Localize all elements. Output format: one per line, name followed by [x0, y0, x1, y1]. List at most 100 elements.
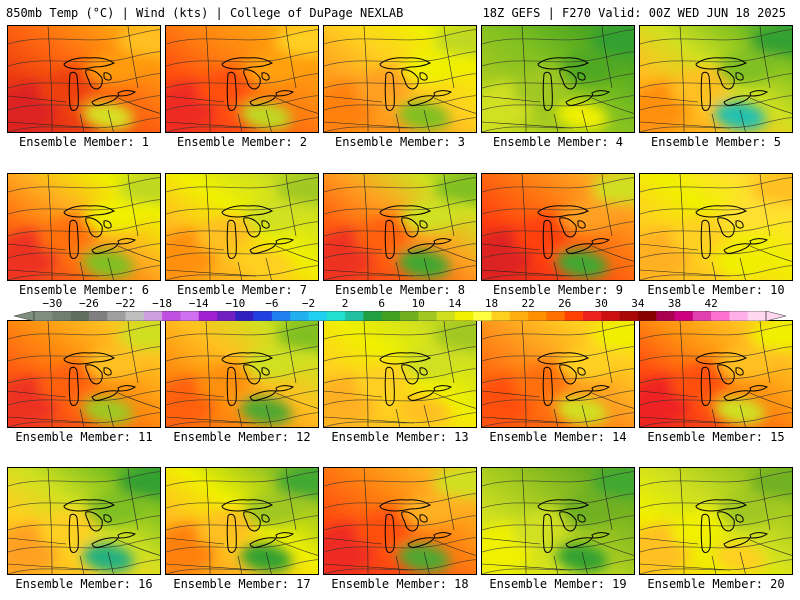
temperature-field-map [324, 174, 476, 280]
colorbar-swatch [436, 311, 456, 321]
ensemble-panel-19 [481, 467, 635, 575]
ensemble-member-label: Ensemble Member: 14 [489, 430, 627, 444]
temperature-field-map [8, 468, 160, 574]
temperature-field-map [166, 174, 318, 280]
temperature-field-map [640, 174, 792, 280]
ensemble-panel-15 [639, 320, 793, 428]
temperature-field-map [482, 321, 634, 427]
ensemble-member-label: Ensemble Member: 15 [647, 430, 785, 444]
colorbar-tick-label: 42 [704, 297, 718, 310]
colorbar-swatch [747, 311, 767, 321]
colorbar-tick-label: 26 [558, 297, 572, 310]
colorbar-tick-label: −14 [188, 297, 209, 310]
colorbar-swatch [601, 311, 620, 321]
colorbar-tick-label: 38 [667, 297, 682, 310]
colorbar-tick-label: −30 [42, 297, 63, 310]
ensemble-panel-11 [7, 320, 161, 428]
colorbar-swatch [326, 311, 346, 321]
temperature-field-map [166, 321, 318, 427]
ensemble-panel-6 [7, 173, 161, 281]
temperature-field-map [324, 321, 476, 427]
colorbar-swatch [125, 311, 145, 321]
temperature-field-map [166, 26, 318, 132]
colorbar-tick-label: 14 [448, 297, 462, 310]
ensemble-panel-18 [323, 467, 477, 575]
colorbar-tick-label: −18 [152, 297, 173, 310]
colorbar-high-arrow [765, 311, 786, 321]
ensemble-member-label: Ensemble Member: 1 [18, 135, 150, 149]
colorbar-tick-label: −22 [115, 297, 136, 310]
colorbar-tick-label: 2 [341, 297, 349, 310]
colorbar-tick-label: 6 [378, 297, 385, 310]
temperature-field-map [640, 468, 792, 574]
ensemble-panel-7 [165, 173, 319, 281]
ensemble-member-label: Ensemble Member: 17 [173, 577, 311, 591]
colorbar-swatch [143, 311, 163, 321]
colorbar-swatch [528, 311, 547, 321]
colorbar-swatch [491, 311, 511, 321]
ensemble-panel-20 [639, 467, 793, 575]
colorbar-swatch [381, 311, 401, 321]
temperature-field-map [482, 468, 634, 574]
temperature-field-map [482, 26, 634, 132]
temperature-field-map [640, 26, 792, 132]
ensemble-panel-12 [165, 320, 319, 428]
ensemble-member-label: Ensemble Member: 5 [650, 135, 782, 149]
temperature-field-map [166, 468, 318, 574]
ensemble-panel-2 [165, 25, 319, 133]
ensemble-panel-1 [7, 25, 161, 133]
colorbar-swatch [217, 311, 236, 321]
colorbar-low-arrow [14, 311, 35, 321]
ensemble-member-label: Ensemble Member: 20 [647, 577, 785, 591]
temperature-field-map [482, 174, 634, 280]
colorbar-swatch [418, 311, 437, 321]
colorbar-tick-label: 34 [631, 297, 645, 310]
ensemble-panel-14 [481, 320, 635, 428]
ensemble-member-label: Ensemble Member: 9 [492, 283, 624, 297]
colorbar-swatch [70, 311, 90, 321]
colorbar-swatch [34, 311, 53, 321]
ensemble-panel-9 [481, 173, 635, 281]
colorbar-tick-label: −26 [78, 297, 99, 310]
colorbar-swatch [363, 311, 382, 321]
ensemble-member-label: Ensemble Member: 6 [18, 283, 150, 297]
colorbar-swatch [454, 311, 474, 321]
ensemble-member-label: Ensemble Member: 13 [331, 430, 469, 444]
ensemble-member-label: Ensemble Member: 11 [15, 430, 153, 444]
colorbar-tick-label: 22 [521, 297, 535, 310]
temperature-field-map [324, 468, 476, 574]
ensemble-member-label: Ensemble Member: 7 [176, 283, 308, 297]
ensemble-panel-5 [639, 25, 793, 133]
colorbar-tick-label: 30 [594, 297, 608, 310]
colorbar-swatch [400, 311, 419, 321]
colorbar-swatch [253, 311, 273, 321]
colorbar-tick-label: −6 [265, 297, 279, 310]
colorbar-swatch [88, 311, 108, 321]
colorbar-tick-label: −10 [225, 297, 246, 310]
ensemble-member-label: Ensemble Member: 12 [173, 430, 311, 444]
temperature-field-map [324, 26, 476, 132]
ensemble-panel-17 [165, 467, 319, 575]
colorbar-swatch [546, 311, 565, 321]
temperature-field-map [8, 321, 160, 427]
model-valid-time: 18Z GEFS | F270 Valid: 00Z WED JUN 18 20… [482, 6, 786, 20]
ensemble-member-label: Ensemble Member: 8 [334, 283, 466, 297]
colorbar-tick-label: 10 [411, 297, 425, 310]
colorbar-swatch [564, 311, 584, 321]
ensemble-panel-10 [639, 173, 793, 281]
temperature-field-map [8, 174, 160, 280]
colorbar-swatch [107, 311, 126, 321]
colorbar-swatch [509, 311, 529, 321]
ensemble-panel-8 [323, 173, 477, 281]
colorbar-swatch [473, 311, 492, 321]
colorbar-swatch [345, 311, 364, 321]
ensemble-panel-4 [481, 25, 635, 133]
temperature-field-map [8, 26, 160, 132]
colorbar-swatch [656, 311, 675, 321]
ensemble-panel-3 [323, 25, 477, 133]
colorbar-swatch [637, 311, 657, 321]
ensemble-panel-16 [7, 467, 161, 575]
map-title: 850mb Temp (°C) | Wind (kts) | College o… [6, 6, 404, 20]
colorbar-swatch [674, 311, 694, 321]
ensemble-member-label: Ensemble Member: 16 [15, 577, 153, 591]
